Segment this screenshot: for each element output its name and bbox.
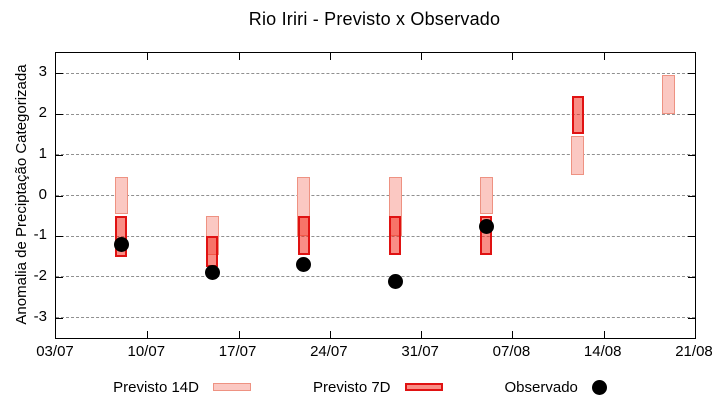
- y-tick-right: [688, 317, 695, 319]
- y-gridline: [56, 72, 695, 74]
- y-tick-left: [56, 73, 63, 75]
- y-gridline: [56, 195, 695, 196]
- y-tick-right: [688, 276, 695, 278]
- x-tick-label: 24/07: [310, 343, 348, 360]
- x-tick-top: [147, 53, 149, 60]
- previsto-7d-bar: [297, 215, 310, 255]
- y-gridline: [56, 113, 695, 115]
- x-tick-top: [329, 53, 331, 60]
- y-tick-right: [688, 195, 695, 197]
- y-tick-left: [56, 236, 63, 238]
- y-tick-left: [56, 276, 63, 278]
- y-tick-right: [688, 114, 695, 116]
- y-gridline: [56, 276, 695, 278]
- legend-item-previsto-7d: Previsto 7D: [313, 379, 443, 396]
- observado-dot: [296, 257, 312, 273]
- x-tick-label: 03/07: [36, 343, 74, 360]
- observado-dot: [204, 265, 220, 281]
- y-gridline: [56, 235, 695, 237]
- y-tick-label: -3: [33, 307, 47, 325]
- x-tick-label: 21/08: [675, 343, 713, 360]
- previsto-7d-bar: [571, 95, 584, 135]
- x-tick-label: 14/08: [583, 343, 622, 360]
- previsto-14d-bar: [571, 136, 585, 176]
- x-tick-top: [238, 53, 240, 60]
- previsto-14d-bar: [114, 177, 128, 214]
- y-tick-right: [688, 154, 695, 156]
- legend-item-previsto-14d: Previsto 14D: [113, 379, 251, 396]
- y-tick-label: -2: [33, 266, 47, 284]
- x-tick-label: 31/07: [401, 343, 439, 360]
- legend-item-observado: Observado: [505, 379, 607, 396]
- y-tick-left: [56, 317, 63, 319]
- y-tick-right: [688, 73, 695, 75]
- previsto-14d-swatch-icon: [212, 383, 251, 391]
- observado-dot: [387, 273, 403, 289]
- observado-dot-icon: [591, 379, 607, 395]
- chart-title: Rio Iriri - Previsto x Observado: [248, 9, 501, 29]
- x-tick-top: [421, 53, 423, 60]
- plot-area: [55, 52, 696, 339]
- y-tick-label: 1: [38, 144, 47, 162]
- y-tick-label: 3: [38, 63, 47, 81]
- x-tick-bottom: [603, 331, 605, 338]
- x-tick-top: [603, 53, 605, 60]
- x-tick-label: 10/07: [127, 343, 166, 360]
- y-tick-label: -1: [33, 226, 47, 244]
- previsto-14d-bar: [479, 177, 493, 214]
- legend-label-previsto-14d: Previsto 14D: [113, 378, 199, 396]
- previsto-7d-bar: [206, 236, 219, 267]
- previsto-7d-bar: [389, 215, 402, 255]
- y-tick-label: 0: [38, 185, 47, 203]
- y-tick-left: [56, 154, 63, 156]
- legend-label-previsto-7d: Previsto 7D: [312, 378, 391, 396]
- x-tick-bottom: [147, 331, 149, 338]
- legend: Previsto 14D Previsto 7D Observado: [0, 374, 720, 400]
- x-tick-label: 17/07: [218, 343, 257, 360]
- y-tick-label: 2: [38, 104, 47, 122]
- y-gridline: [56, 317, 695, 319]
- x-tick-label: 07/08: [492, 343, 531, 360]
- x-tick-bottom: [329, 331, 331, 338]
- x-tick-top: [512, 53, 514, 60]
- legend-label-observado: Observado: [504, 378, 578, 396]
- previsto-14d-bar: [662, 75, 676, 115]
- y-tick-right: [688, 236, 695, 238]
- x-tick-bottom: [512, 331, 514, 338]
- observado-dot: [113, 236, 129, 252]
- x-tick-bottom: [421, 331, 423, 338]
- previsto-7d-swatch-icon: [404, 383, 443, 391]
- x-tick-bottom: [238, 331, 240, 338]
- y-tick-left: [56, 114, 63, 116]
- y-tick-left: [56, 195, 63, 197]
- observado-dot: [478, 218, 494, 234]
- y-gridline: [56, 154, 695, 156]
